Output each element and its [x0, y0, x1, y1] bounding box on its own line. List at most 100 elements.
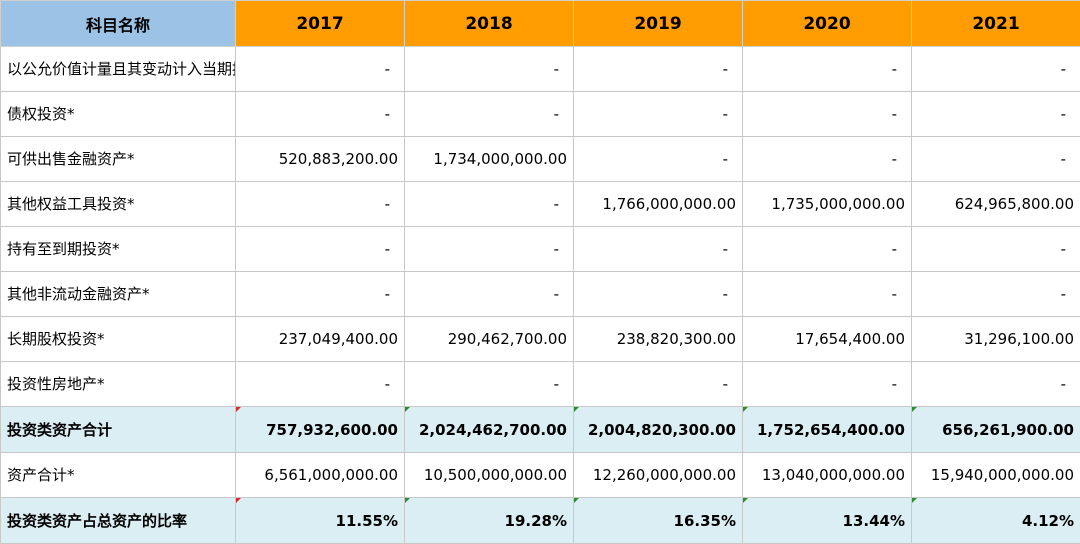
value-cell[interactable]: 12,260,000,000.00: [574, 453, 743, 498]
header-year-cell[interactable]: 2020: [743, 1, 912, 47]
total-value: 757,932,600.00: [266, 421, 398, 439]
value-cell[interactable]: -: [574, 137, 743, 182]
value-cell[interactable]: 31,296,100.00: [912, 317, 1080, 362]
row-label-cell[interactable]: 其他权益工具投资*: [1, 182, 236, 227]
value-cell[interactable]: 237,049,400.00: [236, 317, 405, 362]
total-label-cell[interactable]: 投资类资产合计: [1, 407, 236, 453]
note-marker: [405, 498, 410, 503]
note-marker: [912, 498, 917, 503]
ratio-value-cell[interactable]: 19.28%: [405, 498, 574, 544]
total-value: 1,752,654,400.00: [757, 421, 905, 439]
ratio-value: 19.28%: [505, 512, 567, 530]
row-label-cell[interactable]: 投资性房地产*: [1, 362, 236, 407]
value-cell[interactable]: -: [574, 47, 743, 92]
header-year-cell[interactable]: 2021: [912, 1, 1080, 47]
ratio-value-cell[interactable]: 11.55%: [236, 498, 405, 544]
ratio-row: 投资类资产占总资产的比率 11.55% 19.28% 16.35% 13.44%…: [1, 498, 1080, 544]
ratio-label-cell[interactable]: 投资类资产占总资产的比率: [1, 498, 236, 544]
ratio-value: 16.35%: [674, 512, 736, 530]
value-cell[interactable]: -: [743, 137, 912, 182]
value-cell[interactable]: -: [574, 272, 743, 317]
table-row: 可供出售金融资产* 520,883,200.00 1,734,000,000.0…: [1, 137, 1080, 182]
row-label-cell[interactable]: 其他非流动金融资产*: [1, 272, 236, 317]
value-cell[interactable]: 6,561,000,000.00: [236, 453, 405, 498]
value-cell[interactable]: -: [405, 362, 574, 407]
value-cell[interactable]: -: [236, 272, 405, 317]
row-label-cell[interactable]: 长期股权投资*: [1, 317, 236, 362]
value-cell[interactable]: 1,735,000,000.00: [743, 182, 912, 227]
ratio-value: 11.55%: [336, 512, 398, 530]
value-cell[interactable]: -: [743, 272, 912, 317]
table-row: 资产合计* 6,561,000,000.00 10,500,000,000.00…: [1, 453, 1080, 498]
value-cell[interactable]: -: [912, 137, 1080, 182]
value-cell[interactable]: 290,462,700.00: [405, 317, 574, 362]
note-marker: [236, 498, 241, 503]
total-value-cell[interactable]: 2,024,462,700.00: [405, 407, 574, 453]
value-cell[interactable]: -: [574, 92, 743, 137]
value-cell[interactable]: -: [912, 362, 1080, 407]
value-cell[interactable]: -: [743, 227, 912, 272]
header-row: 科目名称 2017 2018 2019 2020 2021: [1, 1, 1080, 47]
row-label-cell[interactable]: 以公允价值计量且其变动计入当期损益的金融资产*: [1, 47, 236, 92]
ratio-value-cell[interactable]: 16.35%: [574, 498, 743, 544]
value-cell[interactable]: -: [912, 47, 1080, 92]
row-label-cell[interactable]: 资产合计*: [1, 453, 236, 498]
header-year-cell[interactable]: 2018: [405, 1, 574, 47]
value-cell[interactable]: 624,965,800.00: [912, 182, 1080, 227]
table-row: 投资性房地产* - - - - -: [1, 362, 1080, 407]
note-marker: [743, 498, 748, 503]
value-cell[interactable]: -: [574, 362, 743, 407]
note-marker: [574, 407, 579, 412]
value-cell[interactable]: -: [574, 227, 743, 272]
table-row: 持有至到期投资* - - - - -: [1, 227, 1080, 272]
total-value: 2,004,820,300.00: [588, 421, 736, 439]
table-row: 其他非流动金融资产* - - - - -: [1, 272, 1080, 317]
value-cell[interactable]: -: [743, 362, 912, 407]
value-cell[interactable]: -: [912, 227, 1080, 272]
value-cell[interactable]: -: [236, 182, 405, 227]
value-cell[interactable]: -: [912, 92, 1080, 137]
header-label-cell[interactable]: 科目名称: [1, 1, 236, 47]
total-value-cell[interactable]: 656,261,900.00: [912, 407, 1080, 453]
row-label-cell[interactable]: 持有至到期投资*: [1, 227, 236, 272]
total-value-cell[interactable]: 1,752,654,400.00: [743, 407, 912, 453]
value-cell[interactable]: -: [743, 92, 912, 137]
total-row: 投资类资产合计 757,932,600.00 2,024,462,700.00 …: [1, 407, 1080, 453]
note-marker: [574, 498, 579, 503]
note-marker: [912, 407, 917, 412]
value-cell[interactable]: -: [236, 227, 405, 272]
value-cell[interactable]: -: [743, 47, 912, 92]
header-year-cell[interactable]: 2019: [574, 1, 743, 47]
value-cell[interactable]: -: [405, 92, 574, 137]
note-marker: [405, 407, 410, 412]
value-cell[interactable]: 1,734,000,000.00: [405, 137, 574, 182]
row-label-cell[interactable]: 债权投资*: [1, 92, 236, 137]
value-cell[interactable]: -: [236, 47, 405, 92]
ratio-value: 13.44%: [843, 512, 905, 530]
ratio-value-cell[interactable]: 4.12%: [912, 498, 1080, 544]
value-cell[interactable]: 17,654,400.00: [743, 317, 912, 362]
value-cell[interactable]: 238,820,300.00: [574, 317, 743, 362]
value-cell[interactable]: 13,040,000,000.00: [743, 453, 912, 498]
header-year-cell[interactable]: 2017: [236, 1, 405, 47]
value-cell[interactable]: -: [912, 272, 1080, 317]
total-value: 2,024,462,700.00: [419, 421, 567, 439]
table-row: 其他权益工具投资* - - 1,766,000,000.00 1,735,000…: [1, 182, 1080, 227]
value-cell[interactable]: -: [405, 47, 574, 92]
value-cell[interactable]: -: [236, 92, 405, 137]
value-cell[interactable]: -: [405, 182, 574, 227]
ratio-value-cell[interactable]: 13.44%: [743, 498, 912, 544]
total-value-cell[interactable]: 757,932,600.00: [236, 407, 405, 453]
value-cell[interactable]: 520,883,200.00: [236, 137, 405, 182]
total-value-cell[interactable]: 2,004,820,300.00: [574, 407, 743, 453]
value-cell[interactable]: 1,766,000,000.00: [574, 182, 743, 227]
row-label-cell[interactable]: 可供出售金融资产*: [1, 137, 236, 182]
value-cell[interactable]: -: [405, 272, 574, 317]
note-marker: [236, 407, 241, 412]
value-cell[interactable]: 15,940,000,000.00: [912, 453, 1080, 498]
value-cell[interactable]: -: [405, 227, 574, 272]
table-row: 以公允价值计量且其变动计入当期损益的金融资产* - - - - -: [1, 47, 1080, 92]
value-cell[interactable]: -: [236, 362, 405, 407]
value-cell[interactable]: 10,500,000,000.00: [405, 453, 574, 498]
